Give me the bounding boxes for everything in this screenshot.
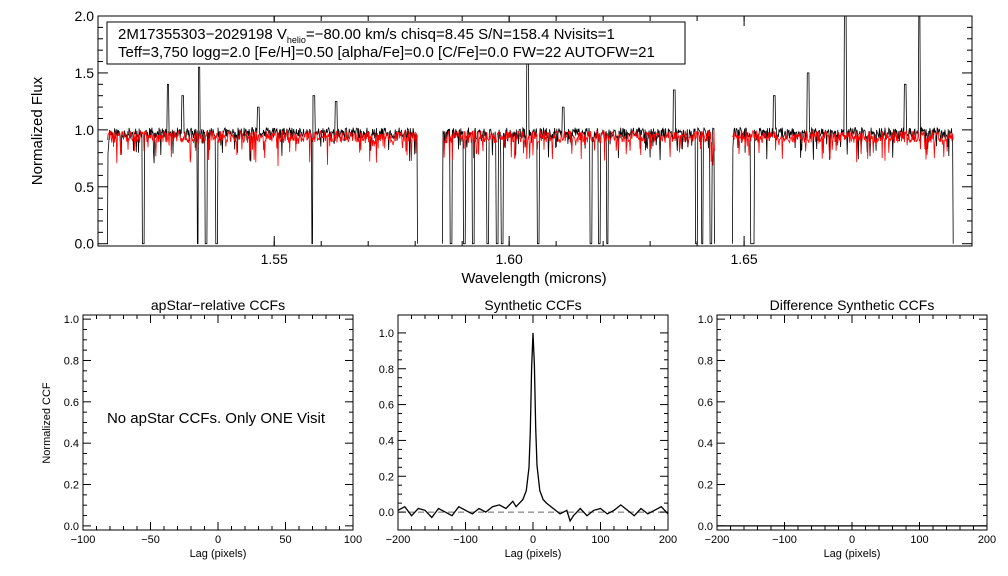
spectrum-ytick-label: 1.0 [75,122,95,138]
info-line1-prefix: 2M17355303−2029198 V [118,26,287,43]
synthetic-ccf-series-line [397,332,669,523]
synthetic-ccf-x-axis-title: Lag (pixels) [505,548,562,560]
info-line1-subscript: helio [287,35,306,45]
apstar-ccf-ytick-label: 0.2 [64,480,79,492]
synthetic-ccf-title: Synthetic CCFs [484,297,581,313]
synthetic-ccf-panel: −200 −100 0 100 200 0.0 0.2 0.4 0.6 0.8 1.0 Synthe… [379,297,677,560]
spectrum-y-axis-title: Normalized Flux [29,76,46,185]
synthetic-ccf-xtick-label: −100 [453,534,478,546]
spectrum-ticks: 1.55 1.60 1.65 0.0 0.5 1.0 1.5 2.0 [75,8,972,267]
difference-ccf-ytick-label: 1.0 [698,314,713,326]
synthetic-ccf-ytick-label: 0.2 [379,471,394,483]
apstar-ccf-xtick-label: 0 [215,534,221,546]
spectrum-xtick-label: 1.60 [496,251,523,267]
spectrum-ytick-label: 2.0 [75,8,95,24]
difference-ccf-ytick-label: 0.8 [698,355,713,367]
difference-ccf-panel: −200 −100 0 100 200 0.0 0.2 0.4 0.6 0.8 1.0 Differ… [698,297,996,560]
spectrum-info-box [106,21,686,65]
apstar-ccf-ytick-label: 0.0 [64,521,79,533]
apstar-ccf-ytick-label: 0.8 [64,355,79,367]
difference-ccf-xtick-label: 0 [849,534,855,546]
spectrum-xtick-label: 1.55 [261,251,288,267]
synthetic-ccf-ytick-label: 0.6 [379,400,394,412]
synthetic-ccf-xtick-label: 200 [659,534,677,546]
difference-ccf-x-axis-title: Lag (pixels) [824,548,881,560]
spectrum-plot-frame [97,15,973,247]
apstar-ccf-x-axis-title: Lag (pixels) [190,548,247,560]
difference-ccf-xtick-label: −200 [705,534,730,546]
synthetic-ccf-ticks: −200 −100 0 100 200 0.0 0.2 0.4 0.6 0.8 1.0 [379,315,677,546]
spectrum-series-model [107,129,954,167]
difference-ccf-ytick-label: 0.2 [698,480,713,492]
apstar-ccf-ytick-label: 0.6 [64,397,79,409]
synthetic-ccf-ytick-label: 1.0 [379,328,394,340]
spectrum-info-line-2: Teff=3,750 logg=2.0 [Fe/H]=0.50 [alpha/F… [118,44,655,61]
synthetic-ccf-ytick-label: 0.8 [379,364,394,376]
apstar-ccf-title: apStar−relative CCFs [151,297,285,313]
difference-ccf-ytick-label: 0.0 [698,521,713,533]
synthetic-ccf-data-layer [397,332,669,523]
spectrum-panel: 1.55 1.60 1.65 0.0 0.5 1.0 1.5 2.0 Wavelength (… [29,8,973,287]
apstar-ccf-xtick-label: 50 [279,534,291,546]
spectrum-ytick-label: 0.0 [75,236,95,252]
apstar-ccf-y-axis-title: Normalized CCF [41,382,53,464]
difference-ccf-ticks: −200 −100 0 100 200 0.0 0.2 0.4 0.6 0.8 1.0 [698,314,996,546]
apstar-ccf-note: No apStar CCFs. Only ONE Visit [107,410,326,427]
spectrum-ytick-label: 0.5 [75,179,95,195]
difference-ccf-xtick-label: 100 [910,534,928,546]
synthetic-ccf-ytick-label: 0.4 [379,435,394,447]
apstar-ccf-xtick-label: −50 [141,534,160,546]
apstar-ccf-xtick-label: −100 [71,534,96,546]
synthetic-ccf-xtick-label: 0 [530,534,536,546]
spectrum-ytick-label: 1.5 [75,65,95,81]
difference-ccf-xtick-label: 200 [978,534,996,546]
synthetic-ccf-ytick-label: 0.0 [379,507,394,519]
spectrum-xtick-label: 1.65 [730,251,757,267]
apstar-ccf-panel: −100 −50 0 50 100 0.0 0.2 0.4 0.6 0.8 1.0 apStar−r… [41,297,362,560]
synthetic-ccf-xtick-label: 100 [591,534,609,546]
spectrum-x-axis-title: Wavelength (microns) [461,270,606,287]
difference-ccf-ytick-label: 0.6 [698,397,713,409]
apstar-ccf-ytick-label: 0.4 [64,438,79,450]
info-line1-suffix: =−80.00 km/s chisq=8.45 S/N=158.4 Nvisit… [306,26,615,43]
difference-ccf-ytick-label: 0.4 [698,438,713,450]
spectrum-info-line-1: 2M17355303−2029198 Vhelio=−80.00 km/s ch… [118,26,615,45]
synthetic-ccf-xtick-label: −200 [386,534,411,546]
apstar-ccf-ticks: −100 −50 0 50 100 0.0 0.2 0.4 0.6 0.8 1.0 [64,314,362,546]
difference-ccf-title: Difference Synthetic CCFs [770,297,935,313]
apstar-ccf-ytick-label: 1.0 [64,314,79,326]
spectrum-data-layer [107,16,954,245]
difference-ccf-xtick-label: −100 [772,534,797,546]
apstar-ccf-xtick-label: 100 [344,534,362,546]
